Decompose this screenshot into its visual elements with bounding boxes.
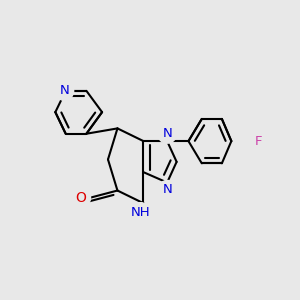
Text: N: N bbox=[162, 127, 172, 140]
Circle shape bbox=[72, 188, 91, 207]
Circle shape bbox=[158, 181, 177, 200]
Text: N: N bbox=[59, 84, 69, 97]
Circle shape bbox=[131, 203, 150, 222]
Text: F: F bbox=[254, 135, 262, 148]
Text: O: O bbox=[76, 191, 86, 205]
Text: NH: NH bbox=[131, 206, 150, 219]
Text: N: N bbox=[162, 183, 172, 196]
Circle shape bbox=[55, 81, 74, 100]
Circle shape bbox=[158, 124, 177, 143]
